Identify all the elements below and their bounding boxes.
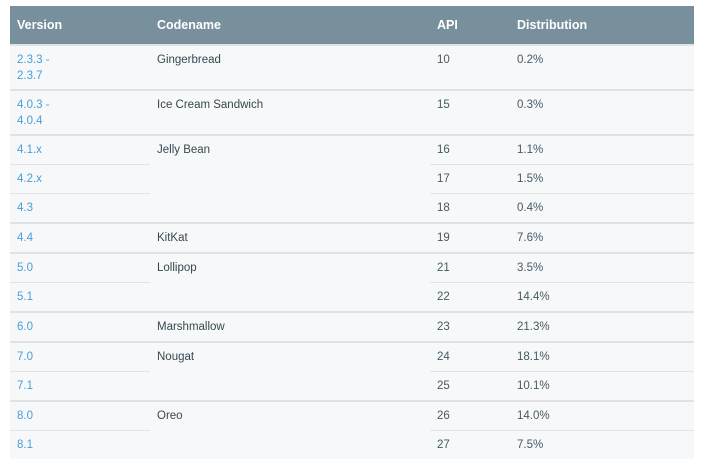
api-cell: 27 <box>430 430 510 459</box>
table-row: 4.2.x 17 1.5% <box>10 164 694 194</box>
api-cell: 10 <box>430 44 510 90</box>
distribution-cell: 18.1% <box>510 341 694 372</box>
version-cell: 2.3.3 -2.3.7 <box>10 44 150 90</box>
table-row: 7.1 25 10.1% <box>10 371 694 401</box>
version-link[interactable]: 4.0.3 -4.0.4 <box>17 99 50 127</box>
version-link[interactable]: 8.0 <box>17 410 33 422</box>
distribution-cell: 0.3% <box>510 89 694 135</box>
distribution-cell: 1.1% <box>510 134 694 165</box>
codename-cell: Jelly Bean <box>150 134 430 223</box>
version-link[interactable]: 7.1 <box>17 380 33 392</box>
api-cell: 24 <box>430 341 510 372</box>
header-codename: Codename <box>150 6 430 45</box>
table-row: 6.0 Marshmallow 23 21.3% <box>10 311 694 342</box>
version-link[interactable]: 6.0 <box>17 321 33 333</box>
table-row: 8.0 Oreo 26 14.0% <box>10 400 694 459</box>
version-link[interactable]: 4.4 <box>17 232 33 244</box>
api-cell: 19 <box>430 222 510 253</box>
distribution-cell: 7.5% <box>510 430 694 459</box>
version-cell: 5.0 <box>10 252 150 283</box>
table-body: 2.3.3 -2.3.7 Gingerbread 10 0.2% 4.0.3 -… <box>10 44 694 459</box>
version-cell: 7.0 <box>10 341 150 372</box>
table-header: Version Codename API Distribution <box>10 6 694 45</box>
api-cell: 25 <box>430 371 510 401</box>
version-cell: 4.2.x <box>10 164 150 194</box>
codename-cell: Nougat <box>150 341 430 401</box>
distribution-cell: 0.2% <box>510 44 694 90</box>
distribution-cell: 3.5% <box>510 252 694 283</box>
version-cell: 4.3 <box>10 193 150 223</box>
version-link[interactable]: 4.1.x <box>17 144 42 156</box>
version-link[interactable]: 5.0 <box>17 262 33 274</box>
distribution-cell: 1.5% <box>510 164 694 194</box>
table-row: 7.0 Nougat 24 18.1% <box>10 341 694 401</box>
table-row: 8.1 27 7.5% <box>10 430 694 459</box>
version-cell: 7.1 <box>10 371 150 401</box>
header-api: API <box>430 6 510 45</box>
version-cell: 8.1 <box>10 430 150 459</box>
version-link[interactable]: 8.1 <box>17 439 33 451</box>
table-row: 5.0 Lollipop 21 3.5% <box>10 252 694 312</box>
version-cell: 4.0.3 -4.0.4 <box>10 89 150 135</box>
distribution-cell: 7.6% <box>510 222 694 253</box>
table-row: 4.3 18 0.4% <box>10 193 694 223</box>
table-row: 4.4 KitKat 19 7.6% <box>10 222 694 253</box>
version-link[interactable]: 4.3 <box>17 202 33 214</box>
api-cell: 15 <box>430 89 510 135</box>
api-cell: 22 <box>430 282 510 312</box>
version-cell: 4.1.x <box>10 134 150 165</box>
table-row: 4.1.x Jelly Bean 16 1.1% <box>10 134 694 223</box>
header-version: Version <box>10 6 150 45</box>
api-cell: 23 <box>430 311 510 342</box>
api-cell: 17 <box>430 164 510 194</box>
version-link[interactable]: 2.3.3 -2.3.7 <box>17 54 50 82</box>
distribution-cell: 14.4% <box>510 282 694 312</box>
version-cell: 5.1 <box>10 282 150 312</box>
android-distribution-table: Version Codename API Distribution 2.3.3 … <box>10 6 694 459</box>
distribution-cell: 0.4% <box>510 193 694 223</box>
distribution-cell: 21.3% <box>510 311 694 342</box>
codename-cell: KitKat <box>150 222 430 253</box>
version-link[interactable]: 5.1 <box>17 291 33 303</box>
version-cell: 4.4 <box>10 222 150 253</box>
distribution-cell: 10.1% <box>510 371 694 401</box>
version-link[interactable]: 7.0 <box>17 351 33 363</box>
codename-cell: Oreo <box>150 400 430 459</box>
table-row: 5.1 22 14.4% <box>10 282 694 312</box>
codename-cell: Marshmallow <box>150 311 430 342</box>
header-distribution: Distribution <box>510 6 694 45</box>
version-cell: 6.0 <box>10 311 150 342</box>
api-cell: 16 <box>430 134 510 165</box>
version-cell: 8.0 <box>10 400 150 431</box>
version-link[interactable]: 4.2.x <box>17 173 42 185</box>
header-row: Version Codename API Distribution <box>10 6 694 45</box>
codename-cell: Ice Cream Sandwich <box>150 89 430 135</box>
distribution-cell: 14.0% <box>510 400 694 431</box>
table-row: 4.0.3 -4.0.4 Ice Cream Sandwich 15 0.3% <box>10 89 694 135</box>
api-cell: 26 <box>430 400 510 431</box>
api-cell: 18 <box>430 193 510 223</box>
table-row: 2.3.3 -2.3.7 Gingerbread 10 0.2% <box>10 44 694 90</box>
api-cell: 21 <box>430 252 510 283</box>
codename-cell: Gingerbread <box>150 44 430 90</box>
codename-cell: Lollipop <box>150 252 430 312</box>
